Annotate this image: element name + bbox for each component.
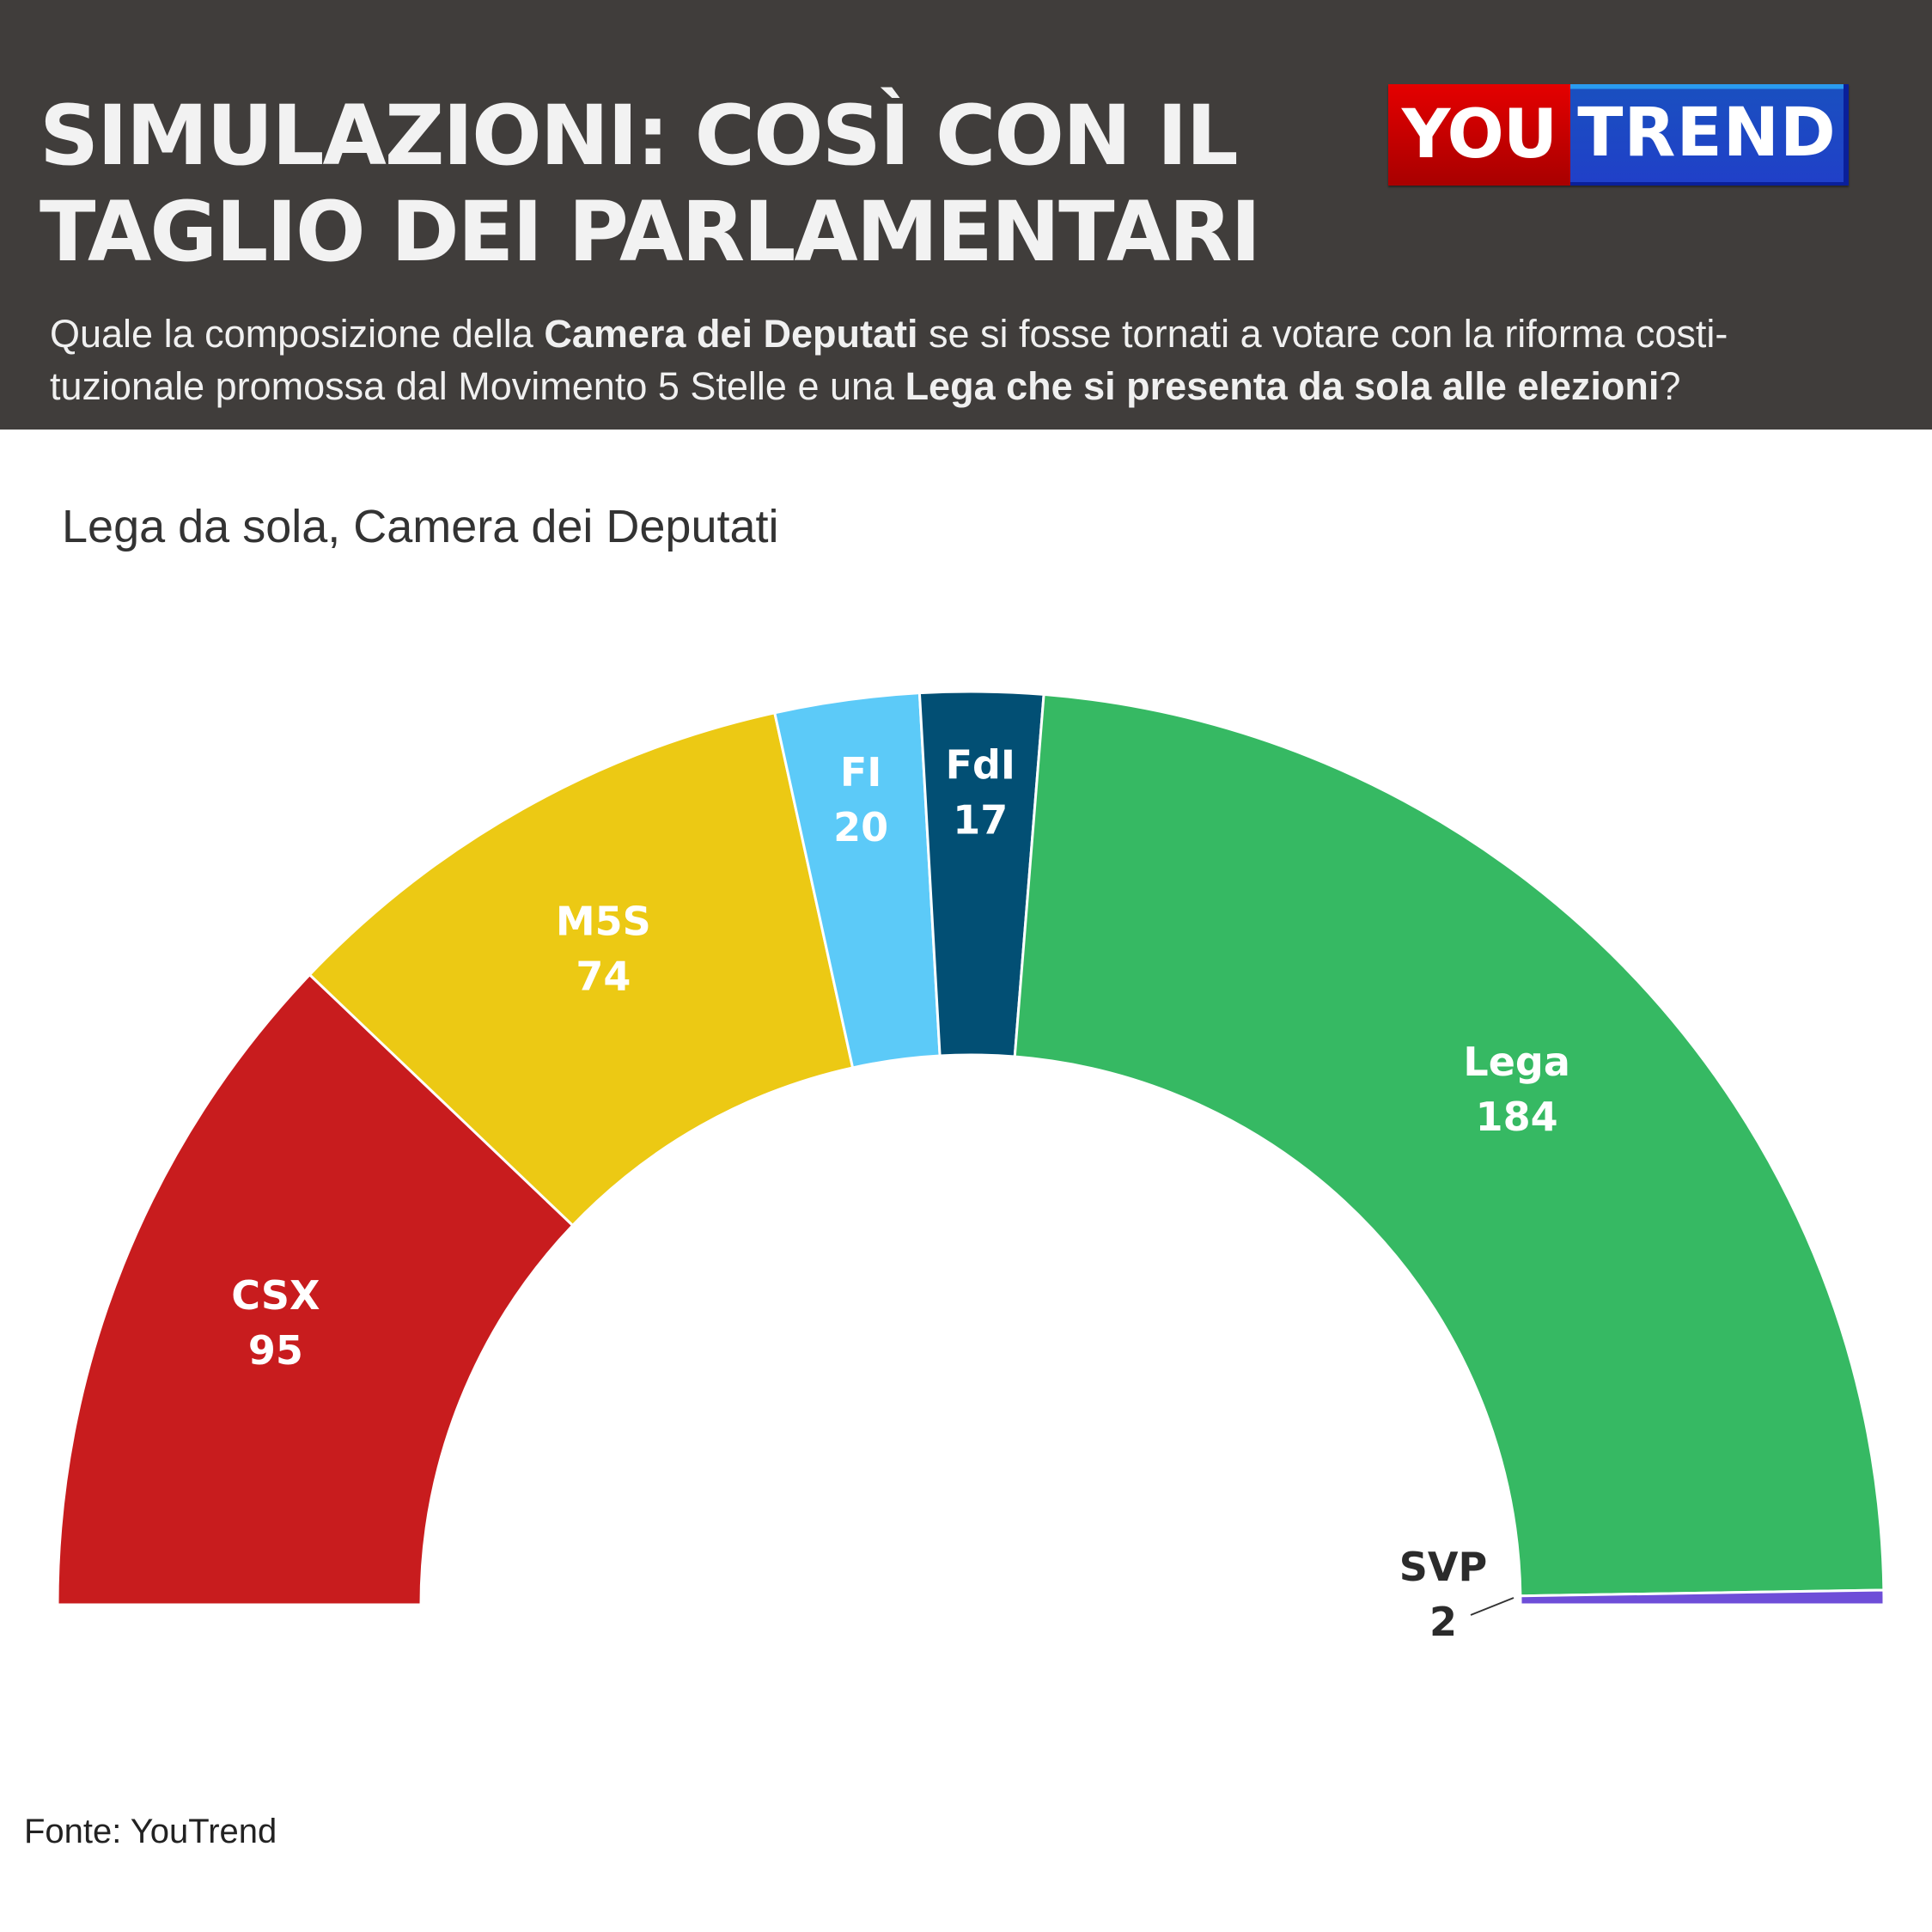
- logo-trend: TREND: [1570, 84, 1849, 186]
- logo-you: YOU: [1388, 84, 1570, 186]
- subtitle-text-1: Quale la composizione della: [50, 312, 545, 356]
- subtitle-text-2: se si fosse tornati a votare con la rifo…: [917, 312, 1728, 356]
- segment-label-lega: Lega: [1463, 1039, 1569, 1085]
- segment-value-fdi: 17: [953, 797, 1008, 844]
- segment-label-csx: CSX: [231, 1272, 320, 1319]
- segment-value-fi: 20: [833, 804, 888, 850]
- chart-title: Lega da sola, Camera dei Deputati: [62, 501, 779, 552]
- subtitle-text-4: ?: [1659, 364, 1681, 408]
- segment-csx: [56, 972, 575, 1606]
- segment-value-svp: 2: [1429, 1599, 1457, 1645]
- segment-value-m5s: 74: [576, 954, 631, 1000]
- page-title: SIMULAZIONI: COSÌ CON IL TAGLIO DEI PARL…: [40, 88, 1261, 280]
- subtitle-bold-1: Camera dei Deputati: [544, 312, 918, 356]
- header-banner: SIMULAZIONI: COSÌ CON IL TAGLIO DEI PARL…: [0, 0, 1932, 430]
- title-line-1: SIMULAZIONI: COSÌ CON IL: [40, 88, 1239, 184]
- segment-m5s: [308, 711, 855, 1228]
- segment-label-fi: FI: [840, 749, 882, 795]
- segment-label-m5s: M5S: [556, 899, 651, 945]
- segment-label-svp: SVP: [1399, 1544, 1487, 1590]
- segment-label-fdi: FdI: [946, 742, 1015, 789]
- subtitle-bold-2: Lega che si presenta da sola alle elezio…: [905, 364, 1660, 408]
- segment-value-csx: 95: [248, 1327, 303, 1374]
- youtrend-logo: YOU TREND: [1388, 84, 1849, 186]
- source-note: Fonte: YouTrend: [24, 1813, 277, 1850]
- segment-value-lega: 184: [1476, 1094, 1558, 1140]
- segment-svp: [1519, 1588, 1886, 1606]
- subtitle-text-3: tuzionale promossa dal Movimento 5 Stell…: [50, 364, 905, 408]
- title-line-2: TAGLIO DEI PARLAMENTARI: [40, 184, 1261, 280]
- subtitle: Quale la composizione della Camera dei D…: [50, 308, 1905, 412]
- segment-lega: [1013, 692, 1886, 1598]
- svp-leader-line: [1470, 1597, 1515, 1616]
